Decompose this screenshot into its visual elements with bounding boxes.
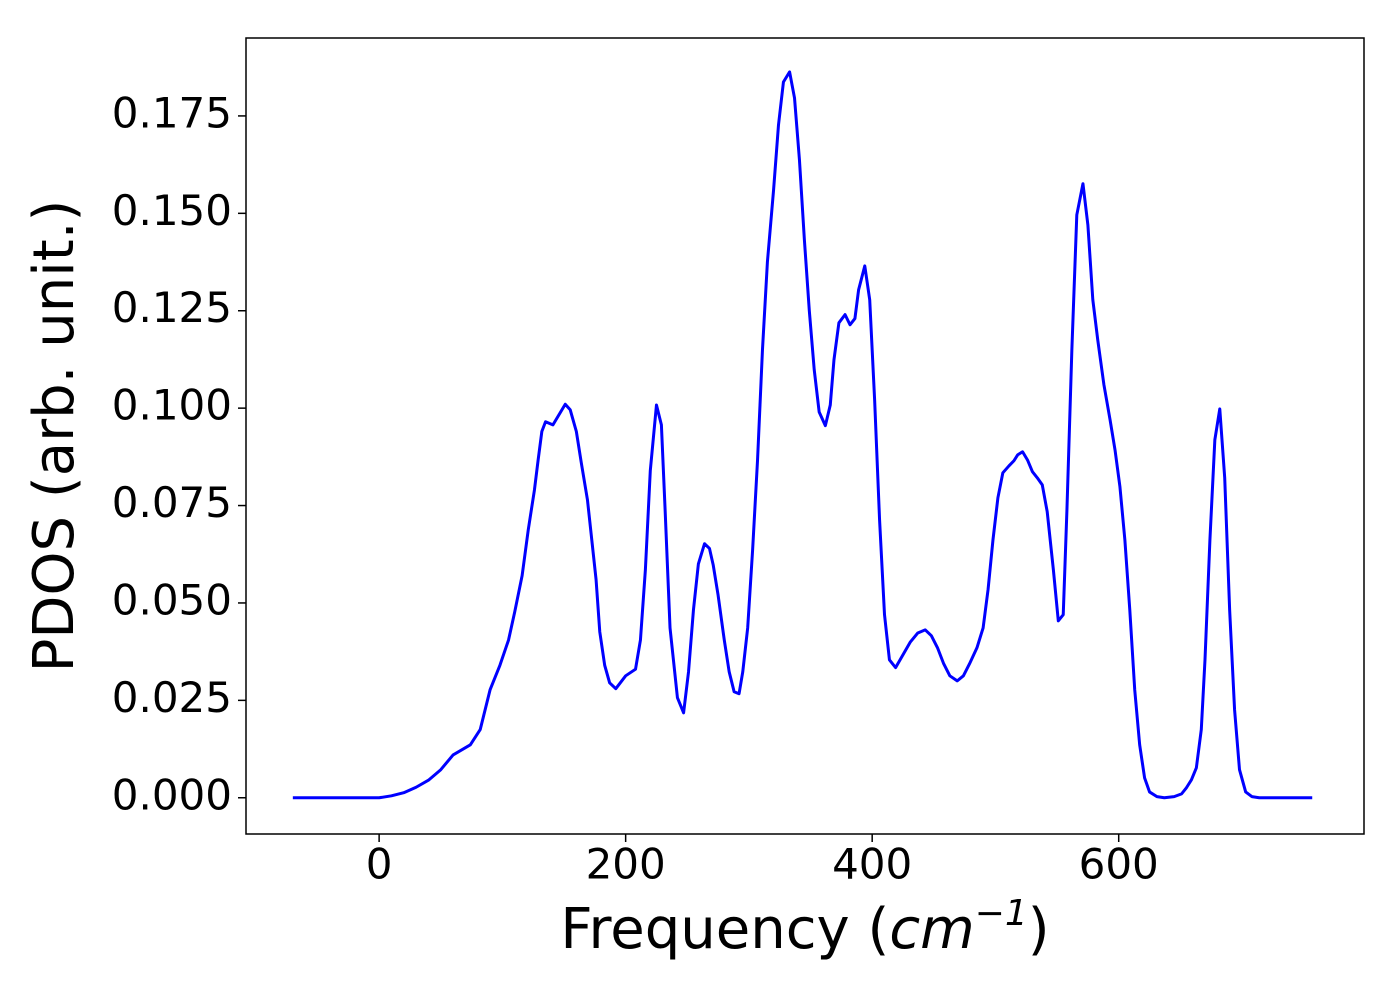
x-tick-label: 200 [586,840,666,889]
x-axis-label: Frequency (cm−1) [560,893,1049,962]
x-label-exponent: −1 [975,893,1028,934]
x-tick-label: 400 [832,840,912,889]
plot-frame [245,37,1365,835]
x-label-unit: cm [889,897,974,962]
y-tick-label: 0.150 [112,186,232,235]
x-tick-label: 600 [1079,840,1159,889]
y-tick-label: 0.025 [112,673,232,722]
y-tick-label: 0.175 [112,88,232,137]
y-axis-label: PDOS (arb. unit.) [22,200,87,673]
y-tick-label: 0.050 [112,575,232,624]
x-label-text: ) [1028,897,1050,962]
y-tick-label: 0.075 [112,478,232,527]
y-tick-label: 0.100 [112,381,232,430]
x-tick-label: 0 [366,840,393,889]
data-line [292,70,1313,800]
y-tick-label: 0.000 [112,770,232,819]
y-tick-label: 0.125 [112,283,232,332]
x-label-text: Frequency ( [560,897,889,962]
